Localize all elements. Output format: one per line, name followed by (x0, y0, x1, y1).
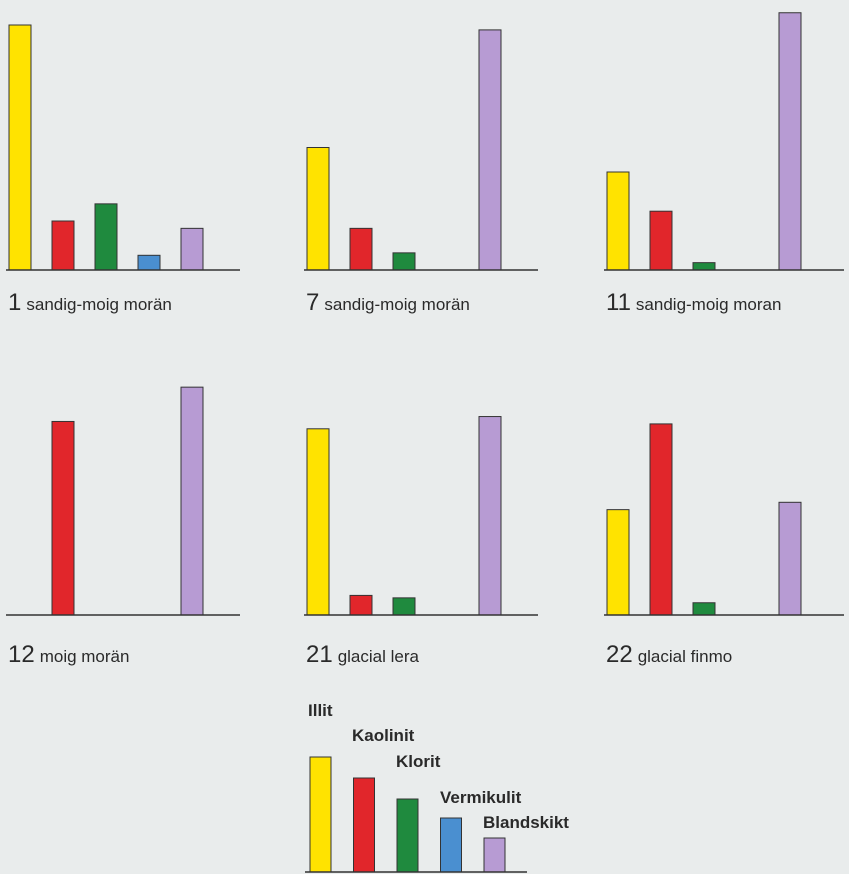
bar-kaolinit (51, 220, 75, 271)
bar-klorit (392, 597, 416, 616)
bar-klorit (392, 252, 416, 271)
panel-number: 21 (306, 641, 333, 668)
panel-title: sandig-moig morän (324, 295, 470, 314)
bar-illit (8, 24, 32, 271)
panel-number: 22 (606, 641, 633, 668)
chart-panel-12: 12 moig morän (6, 386, 240, 668)
panel-title: sandig-moig moran (636, 295, 782, 314)
panel-label: 11 sandig-moig moran (606, 289, 781, 316)
chart-panel-1: 1 sandig-moig morän (6, 24, 240, 316)
legend-label-vermikulit: Vermikulit (440, 788, 522, 807)
bar-illit (306, 428, 330, 616)
panel-label: 21 glacial lera (306, 641, 420, 668)
panel-label: 1 sandig-moig morän (8, 289, 172, 316)
legend-swatch-illit (309, 756, 332, 873)
chart-panel-11: 11 sandig-moig moran (604, 12, 844, 316)
bar-blandskikt (778, 501, 802, 616)
bar-kaolinit (649, 423, 673, 616)
legend-swatch-kaolinit (353, 777, 375, 873)
bar-blandskikt (180, 227, 204, 271)
bar-klorit (94, 203, 118, 271)
chart-panel-21: 21 glacial lera (304, 416, 538, 668)
panel-label: 7 sandig-moig morän (306, 289, 470, 316)
bar-blandskikt (478, 416, 502, 616)
bar-blandskikt (478, 29, 502, 271)
panel-title: moig morän (40, 647, 130, 666)
panel-number: 7 (306, 289, 319, 316)
chart-panel-7: 7 sandig-moig morän (304, 29, 538, 316)
panel-number: 12 (8, 641, 35, 668)
chart-panel-22: 22 glacial finmo (604, 423, 844, 668)
chart-panels: 1 sandig-moig morän 7 sandig-moig morän 11 sa… (6, 12, 844, 668)
bar-illit (306, 147, 330, 271)
panel-label: 12 moig morän (8, 641, 129, 668)
bar-illit (606, 171, 630, 271)
bar-kaolinit (349, 227, 373, 271)
legend-swatch-klorit (396, 798, 419, 873)
legend-label-kaolinit: Kaolinit (352, 726, 415, 745)
panel-title: glacial lera (338, 647, 420, 666)
panel-label: 22 glacial finmo (606, 641, 732, 668)
bar-kaolinit (649, 210, 673, 271)
bar-illit (606, 509, 630, 616)
legend-label-illit: Illit (308, 701, 333, 720)
panel-title: glacial finmo (638, 647, 733, 666)
legend-label-blandskikt: Blandskikt (483, 813, 569, 832)
bar-vermikulit (137, 254, 161, 271)
panel-number: 11 (606, 289, 631, 316)
bar-kaolinit (51, 420, 75, 616)
bar-klorit (692, 602, 716, 616)
legend-label-klorit: Klorit (396, 752, 441, 771)
bar-klorit (692, 262, 716, 271)
panel-title: sandig-moig morän (26, 295, 172, 314)
panel-number: 1 (8, 289, 21, 316)
bar-blandskikt (180, 386, 204, 616)
bar-blandskikt (778, 12, 802, 271)
legend-swatch-vermikulit (440, 817, 462, 873)
bar-kaolinit (349, 594, 373, 616)
legend: Illit Kaolinit Klorit Vermikulit Blandskikt (305, 701, 569, 873)
legend-swatch-blandskikt (483, 837, 506, 873)
